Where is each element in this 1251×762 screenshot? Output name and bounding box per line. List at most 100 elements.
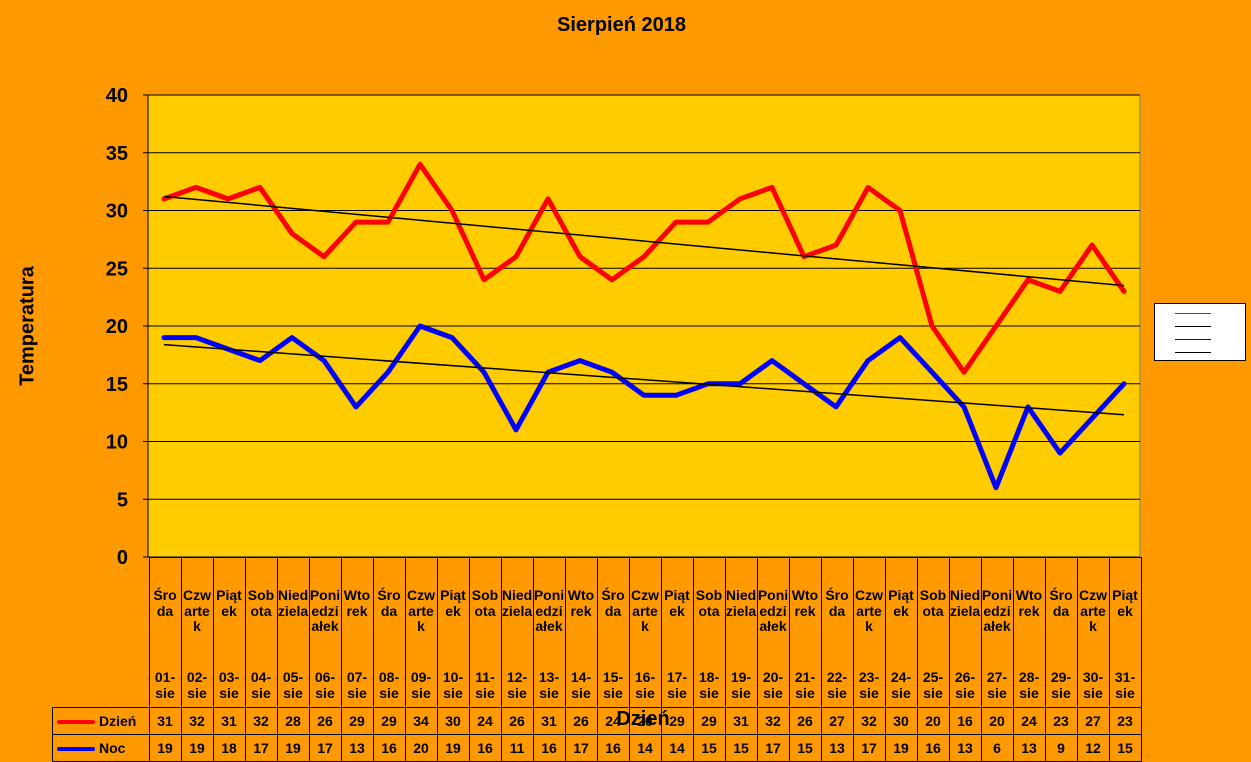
category-date-label: 07-sie xyxy=(346,669,368,701)
category-date-label: 13-sie xyxy=(538,669,560,701)
table-cell: 20 xyxy=(916,706,950,735)
table-cell: 31 xyxy=(212,706,246,735)
table-cell: 13 xyxy=(948,733,982,762)
table-cell: 14 xyxy=(660,733,694,762)
table-cell: 19 xyxy=(180,733,214,762)
table-cell: 9 xyxy=(1044,733,1078,762)
chart-legend xyxy=(1154,303,1246,361)
category-cell: Sobota 11-sie xyxy=(468,557,502,708)
category-cell: Czwartek 23-sie xyxy=(852,557,886,708)
y-tick-label: 30 xyxy=(106,201,128,223)
category-date-label: 25-sie xyxy=(922,669,944,701)
category-cell: Niedziela 05-sie xyxy=(276,557,310,708)
legend-swatch xyxy=(1175,313,1211,314)
category-date-label: 05-sie xyxy=(282,669,304,701)
table-cell: 17 xyxy=(756,733,790,762)
category-date-label: 23-sie xyxy=(858,669,880,701)
category-day-label: Piątek xyxy=(1112,587,1138,619)
category-cell: Wtorek 14-sie xyxy=(564,557,598,708)
table-corner xyxy=(53,558,150,708)
table-cell: 28 xyxy=(276,706,310,735)
category-day-label: Piątek xyxy=(664,587,690,619)
table-cell: 31 xyxy=(532,706,566,735)
category-cell: Czwartek 16-sie xyxy=(628,557,662,708)
series-name-cell: Noc xyxy=(52,733,150,762)
table-cell: 26 xyxy=(628,706,662,735)
category-date-label: 19-sie xyxy=(730,669,752,701)
table-row: Dzień 31 32 31 32 28 26 29 29 34 30 24 26 31 26 24 26 29 2… xyxy=(52,706,1142,735)
table-cell: 23 xyxy=(1044,706,1078,735)
table-cell: 26 xyxy=(788,706,822,735)
category-day-label: Poniedziałek xyxy=(981,587,1013,634)
category-date-label: 16-sie xyxy=(634,669,656,701)
category-cell: Piątek 24-sie xyxy=(884,557,918,708)
table-cell: 26 xyxy=(500,706,534,735)
category-day-label: Niedziela xyxy=(949,587,981,619)
table-cell: 19 xyxy=(276,733,310,762)
table-cell: 31 xyxy=(148,706,182,735)
category-day-label: Czwartek xyxy=(631,587,659,634)
legend-key-noc xyxy=(57,746,95,751)
table-cell: 26 xyxy=(564,706,598,735)
category-cell: Środa 29-sie xyxy=(1044,557,1078,708)
series-name: Dzień xyxy=(99,712,137,729)
table-cell: 17 xyxy=(244,733,278,762)
table-cell: 24 xyxy=(468,706,502,735)
table-cell: 29 xyxy=(692,706,726,735)
category-date-label: 31-sie xyxy=(1114,669,1136,701)
trendline-dzien xyxy=(163,195,1125,287)
table-cell: 12 xyxy=(1076,733,1110,762)
category-date-label: 01-sie xyxy=(154,669,176,701)
category-date-label: 11-sie xyxy=(475,669,495,701)
category-date-label: 14-sie xyxy=(570,669,592,701)
category-day-label: Wtorek xyxy=(1015,587,1043,619)
table-cell: 23 xyxy=(1108,706,1142,735)
y-tick-label: 0 xyxy=(117,547,128,569)
category-day-label: Piątek xyxy=(888,587,914,619)
legend-swatch xyxy=(1175,326,1211,327)
table-cell: 15 xyxy=(1108,733,1142,762)
table-cell: 19 xyxy=(884,733,918,762)
category-day-label: Środa xyxy=(1049,587,1073,619)
category-cell: Sobota 18-sie xyxy=(692,557,726,708)
category-date-label: 21-sie xyxy=(794,669,816,701)
table-cell: 19 xyxy=(436,733,470,762)
category-cell: Poniedziałek 13-sie xyxy=(532,557,566,708)
category-day-label: Sobota xyxy=(695,587,723,619)
table-cell: 17 xyxy=(308,733,342,762)
y-tick-label: 10 xyxy=(106,432,128,454)
category-date-label: 10-sie xyxy=(442,669,464,701)
legend-swatch xyxy=(1175,352,1211,353)
category-date-label: 02-sie xyxy=(186,669,208,701)
category-cell: Wtorek 28-sie xyxy=(1012,557,1046,708)
category-cell: Wtorek 07-sie xyxy=(340,557,374,708)
category-cell: Piątek 31-sie xyxy=(1108,557,1142,708)
category-date-label: 04-sie xyxy=(250,669,272,701)
category-date-label: 03-sie xyxy=(218,669,240,701)
category-day-label: Wtorek xyxy=(567,587,595,619)
table-cell: 32 xyxy=(180,706,214,735)
category-date-label: 30-sie xyxy=(1082,669,1104,701)
table-cell: 30 xyxy=(436,706,470,735)
table-cell: 6 xyxy=(980,733,1014,762)
table-cell: 32 xyxy=(756,706,790,735)
category-day-label: Środa xyxy=(825,587,849,619)
table-cell: 32 xyxy=(244,706,278,735)
table-cell: 34 xyxy=(404,706,438,735)
data-table: Środa 01-sie Czwartek 02-sie Piątek 03-sie Sob… xyxy=(52,557,1142,762)
table-header-row: Środa 01-sie Czwartek 02-sie Piątek 03-sie Sob… xyxy=(53,557,1142,708)
y-tick-label: 5 xyxy=(117,489,128,511)
category-cell: Piątek 10-sie xyxy=(436,557,470,708)
legend-swatch xyxy=(1175,339,1211,340)
category-date-label: 20-sie xyxy=(762,669,784,701)
category-day-label: Czwartek xyxy=(1079,587,1107,634)
category-cell: Poniedziałek 20-sie xyxy=(756,557,790,708)
category-date-label: 29-sie xyxy=(1050,669,1072,701)
table-cell: 29 xyxy=(372,706,406,735)
category-date-label: 24-sie xyxy=(890,669,912,701)
table-cell: 16 xyxy=(372,733,406,762)
category-cell: Piątek 03-sie xyxy=(212,557,246,708)
table-cell: 15 xyxy=(692,733,726,762)
table-cell: 29 xyxy=(340,706,374,735)
